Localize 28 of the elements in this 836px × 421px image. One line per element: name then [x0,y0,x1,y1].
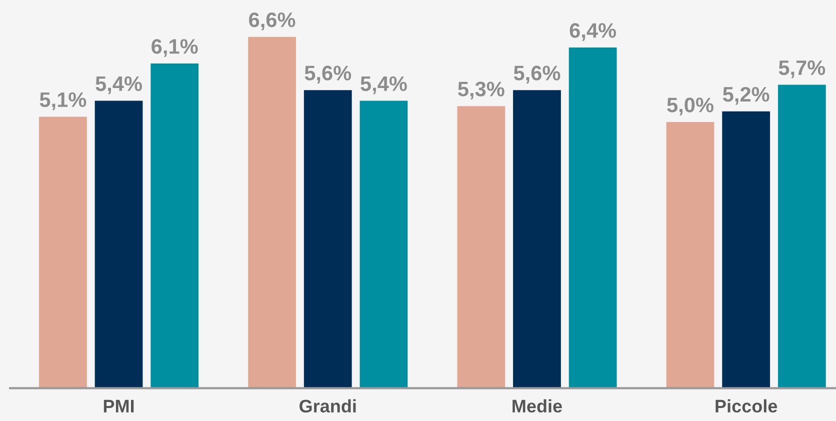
bar [722,111,770,388]
data-label: 6,6% [249,12,296,30]
data-label: 5,1% [40,92,86,110]
bar [513,90,561,388]
bar [778,84,826,388]
x-tick-label: Grandi [300,399,356,413]
x-tick-label: Medie [512,399,562,413]
data-label: 6,4% [570,23,616,41]
data-label: 5,6% [514,66,560,84]
x-tick-label: PMI [104,400,134,412]
bar [150,63,199,388]
data-label: 5,4% [360,76,407,94]
data-label: 5,7% [778,60,826,78]
bar [568,48,617,388]
x-tick-label: Piccole [716,399,778,413]
data-label: 5,0% [667,98,714,116]
bar [666,122,714,388]
bar [457,106,506,388]
bar [94,100,143,388]
data-label: 5,4% [96,76,142,94]
data-label: 6,1% [152,39,198,57]
bar [360,100,408,388]
data-label: 5,3% [458,82,504,100]
data-label: 5,6% [304,66,352,84]
bar [304,90,352,388]
bar [38,116,87,388]
data-label: 5,2% [722,86,770,105]
bar [248,36,296,388]
